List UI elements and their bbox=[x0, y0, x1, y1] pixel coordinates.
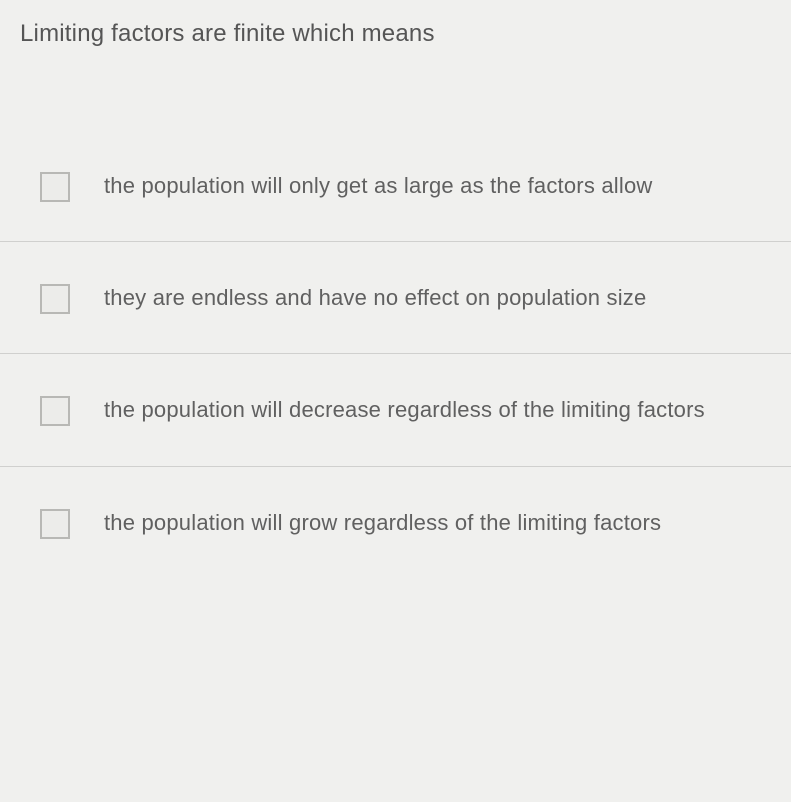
option-checkbox[interactable] bbox=[40, 509, 70, 539]
option-row[interactable]: they are endless and have no effect on p… bbox=[0, 242, 791, 354]
option-label: the population will only get as large as… bbox=[104, 168, 652, 203]
option-row[interactable]: the population will decrease regardless … bbox=[0, 354, 791, 466]
option-label: the population will decrease regardless … bbox=[104, 392, 705, 427]
question-text: Limiting factors are finite which means bbox=[20, 20, 771, 48]
option-label: they are endless and have no effect on p… bbox=[104, 280, 646, 315]
option-checkbox[interactable] bbox=[40, 284, 70, 314]
option-checkbox[interactable] bbox=[40, 172, 70, 202]
option-label: the population will grow regardless of t… bbox=[104, 505, 661, 540]
options-list: the population will only get as large as… bbox=[0, 148, 791, 578]
question-container: Limiting factors are finite which means bbox=[0, 0, 791, 48]
option-checkbox[interactable] bbox=[40, 396, 70, 426]
option-row[interactable]: the population will only get as large as… bbox=[0, 148, 791, 242]
option-row[interactable]: the population will grow regardless of t… bbox=[0, 467, 791, 578]
